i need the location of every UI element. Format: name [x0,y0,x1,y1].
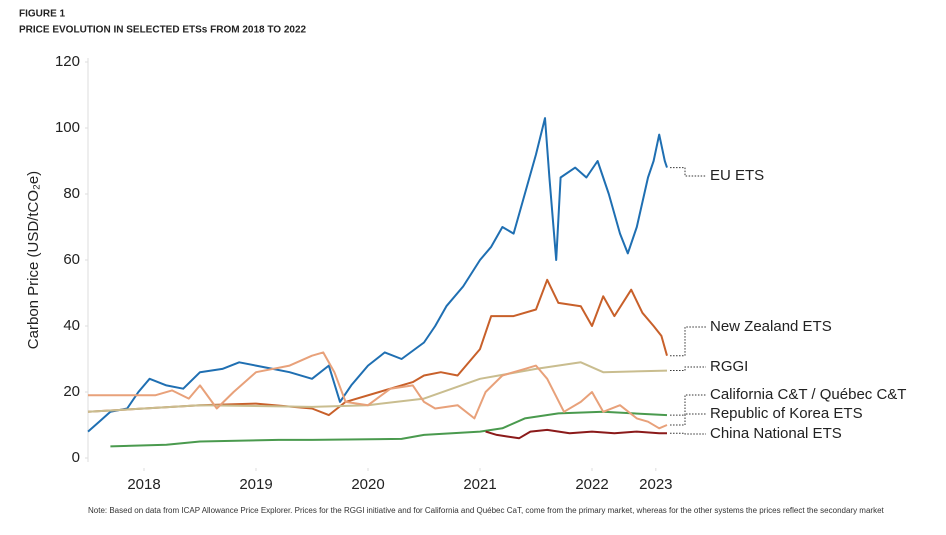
x-tick-label: 2019 [239,476,272,493]
y-tick-label: 40 [63,317,80,334]
series-label: China National ETS [710,425,842,442]
label-connector [670,167,706,177]
y-tick-label: 0 [72,449,80,466]
label-connector [670,432,706,435]
label-connector [670,326,706,357]
y-axis-label: Carbon Price (USD/tCO₂e) [25,171,42,349]
series-line [87,117,668,433]
series-label: RGGI [710,358,748,375]
series-label: New Zealand ETS [710,318,832,335]
series-line [110,410,668,448]
label-connector [670,413,706,426]
label-connector [670,366,706,372]
x-tick-label: 2022 [575,476,608,493]
chart-title: PRICE EVOLUTION IN SELECTED ETSs FROM 20… [19,25,307,36]
figure-label: FIGURE 1 [19,9,66,20]
label-connector [670,394,706,416]
x-tick-label: 2018 [127,476,160,493]
y-tick-label: 20 [63,383,80,400]
series-label: California C&T / Québec C&T [710,386,906,403]
x-tick-label: 2021 [463,476,496,493]
y-tick-label: 80 [63,185,80,202]
series-line [485,428,667,440]
note: Note: Based on data from ICAP Allowance … [88,506,884,515]
y-tick-label: 60 [63,251,80,268]
series-label: EU ETS [710,167,764,184]
y-tick-label: 100 [55,119,80,136]
x-tick-label: 2020 [351,476,384,493]
x-tick-label: 2023 [639,476,672,493]
series-label: Republic of Korea ETS [710,405,863,422]
chart: FIGURE 1 PRICE EVOLUTION IN SELECTED ETS… [19,9,906,493]
series-line [88,351,668,430]
y-tick-label: 120 [55,53,80,70]
series-line [87,278,668,417]
series-line [87,361,668,413]
